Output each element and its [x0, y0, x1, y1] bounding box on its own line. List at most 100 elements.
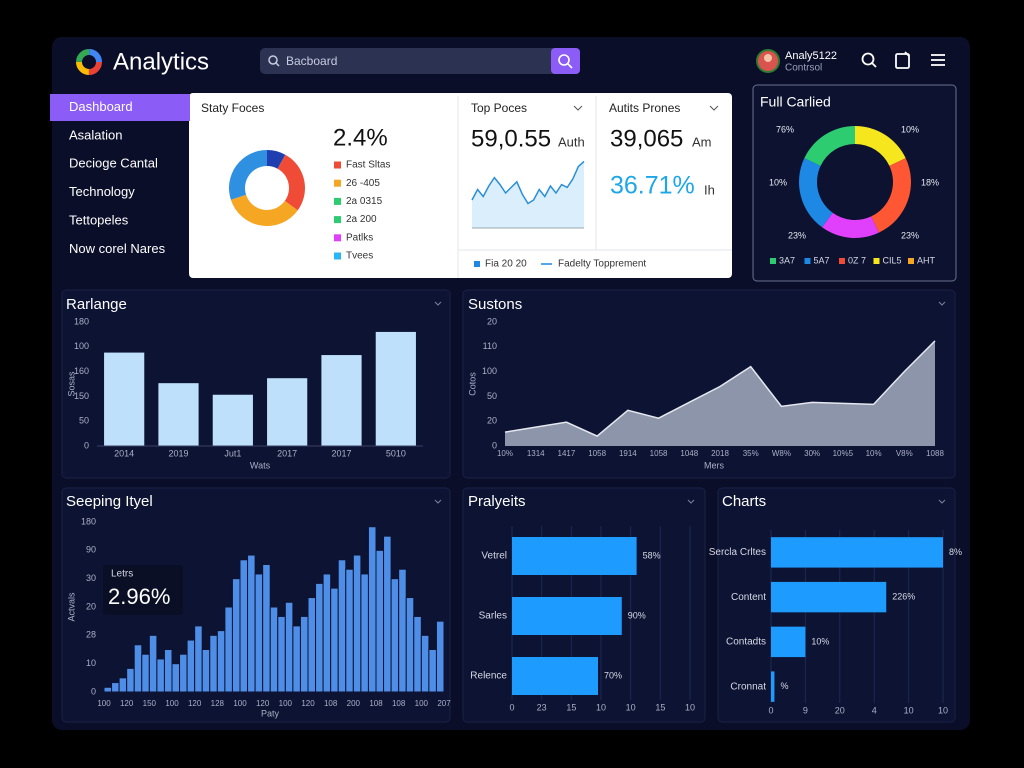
y-tick-label: 110 [483, 341, 497, 351]
nav-item[interactable]: Decioge Cantal [69, 156, 158, 171]
app-title: Analytics [113, 48, 209, 75]
histogram-bar [405, 597, 415, 693]
y-tick-label: 0 [84, 440, 89, 450]
dropdown-chevron[interactable] [434, 499, 442, 504]
x-tick-label: 15 [566, 702, 576, 712]
dropdown-chevron[interactable] [938, 499, 946, 504]
clipboard-icon[interactable] [895, 51, 910, 69]
y-tick-label: 50 [79, 416, 89, 426]
x-tick-label: 2019 [168, 448, 188, 458]
legend-label: 2a 200 [346, 214, 377, 225]
dropdown-chevron[interactable] [573, 105, 583, 111]
area-line [504, 340, 936, 437]
segment-label: 23% [788, 230, 806, 240]
stat-label: Letrs [111, 569, 133, 580]
histogram-bar [299, 615, 309, 693]
histogram-bar [428, 649, 437, 693]
search-button[interactable] [551, 48, 580, 74]
x-tick-label: 120 [188, 699, 202, 708]
histogram-bar [163, 649, 173, 693]
x-tick-label: 9 [803, 705, 808, 715]
x-tick-label: 2017 [277, 448, 297, 458]
x-tick-label: 2014 [114, 448, 134, 458]
x-tick-label: 100 [97, 699, 111, 708]
nav-item[interactable]: Tettopeles [69, 213, 129, 228]
dropdown-chevron[interactable] [938, 301, 946, 306]
bar [512, 657, 599, 695]
card-title: Seeping Ityel [66, 493, 153, 510]
x-tick-label: 10 [596, 702, 606, 712]
legend-swatch [804, 258, 811, 264]
nav-item[interactable]: Asalation [69, 127, 122, 142]
category-label: Sarles [479, 611, 507, 622]
x-tick-label: 100 [165, 699, 179, 708]
histogram-bar [126, 667, 135, 693]
donut-segment [799, 158, 833, 228]
dropdown-chevron[interactable] [434, 301, 442, 306]
x-tick-label: 150 [143, 699, 157, 708]
x-tick-label: 2018 [711, 449, 729, 458]
menu-icon[interactable] [931, 54, 945, 66]
category-label: Sercla Crltes [709, 547, 766, 558]
legend-label: 3A7 [779, 255, 795, 265]
x-tick-label: 4 [872, 705, 877, 715]
x-tick-label: 10%5 [833, 449, 854, 458]
histogram-bar [209, 634, 218, 693]
histogram-bar [435, 620, 445, 693]
x-tick-label: 2017 [331, 448, 351, 458]
y-tick-label: 0 [492, 440, 497, 450]
histogram-bar [224, 606, 233, 693]
card-title: Rarlange [66, 296, 127, 313]
histogram-bar [307, 597, 317, 693]
segment-label: 23% [901, 230, 919, 240]
histogram-bar [179, 653, 188, 693]
bar [771, 537, 943, 568]
headline-value: 59,0.55 [471, 125, 551, 152]
dropdown-chevron[interactable] [709, 105, 719, 111]
x-tick-label: 120 [301, 699, 315, 708]
histogram-bar [239, 559, 249, 693]
kpi-value: 39,065 [610, 125, 683, 152]
x-tick-label: 108 [324, 699, 338, 708]
nav-item[interactable]: Now corel Nares [69, 241, 166, 256]
segment-label: 18% [921, 177, 939, 187]
dropdown-chevron[interactable] [687, 499, 695, 504]
donut-segment [855, 126, 906, 166]
legend-swatch [334, 179, 341, 187]
card-title: Sustons [468, 296, 522, 313]
x-tick-label: W8% [772, 449, 791, 458]
panel-chevrons [434, 301, 946, 504]
legend-swatch [770, 258, 776, 264]
y-tick-label: 10 [86, 658, 96, 668]
donut-card [752, 84, 957, 282]
legend-swatch [334, 252, 341, 260]
x-tick-label: 207 [437, 699, 451, 708]
donut-segment [804, 126, 855, 166]
y-tick-label: 180 [74, 316, 89, 326]
search-box[interactable]: Bacboard [260, 48, 580, 74]
x-tick-label: 1048 [680, 449, 698, 458]
bar [321, 355, 362, 446]
category-label: Content [731, 592, 766, 603]
bar [212, 394, 253, 446]
histogram-bar [231, 578, 241, 693]
nav-item[interactable]: Dashboard [69, 99, 133, 114]
segment-label: 10% [901, 124, 919, 134]
bar-annotation: 226% [892, 592, 915, 602]
legend-label: 5A7 [814, 255, 830, 265]
nav-item[interactable]: Technology [69, 184, 135, 199]
histogram-bar [269, 606, 279, 693]
x-tick-label: Jut1 [224, 448, 241, 458]
legend-label: 26 -405 [346, 178, 380, 189]
x-tick-label: 10 [904, 705, 914, 715]
x-tick-label: 1058 [588, 449, 606, 458]
headline-value: 2.4% [333, 124, 388, 151]
kpi-title: Autits Prones [609, 101, 680, 115]
search-icon[interactable] [861, 52, 877, 68]
kpi-unit: Am [692, 134, 712, 149]
headline-unit: Auth [558, 134, 585, 149]
histogram-bar [352, 554, 362, 693]
user-avatar[interactable] [756, 49, 780, 73]
histogram-bar [322, 573, 332, 693]
kpi-highlight-unit: Ih [704, 182, 715, 197]
